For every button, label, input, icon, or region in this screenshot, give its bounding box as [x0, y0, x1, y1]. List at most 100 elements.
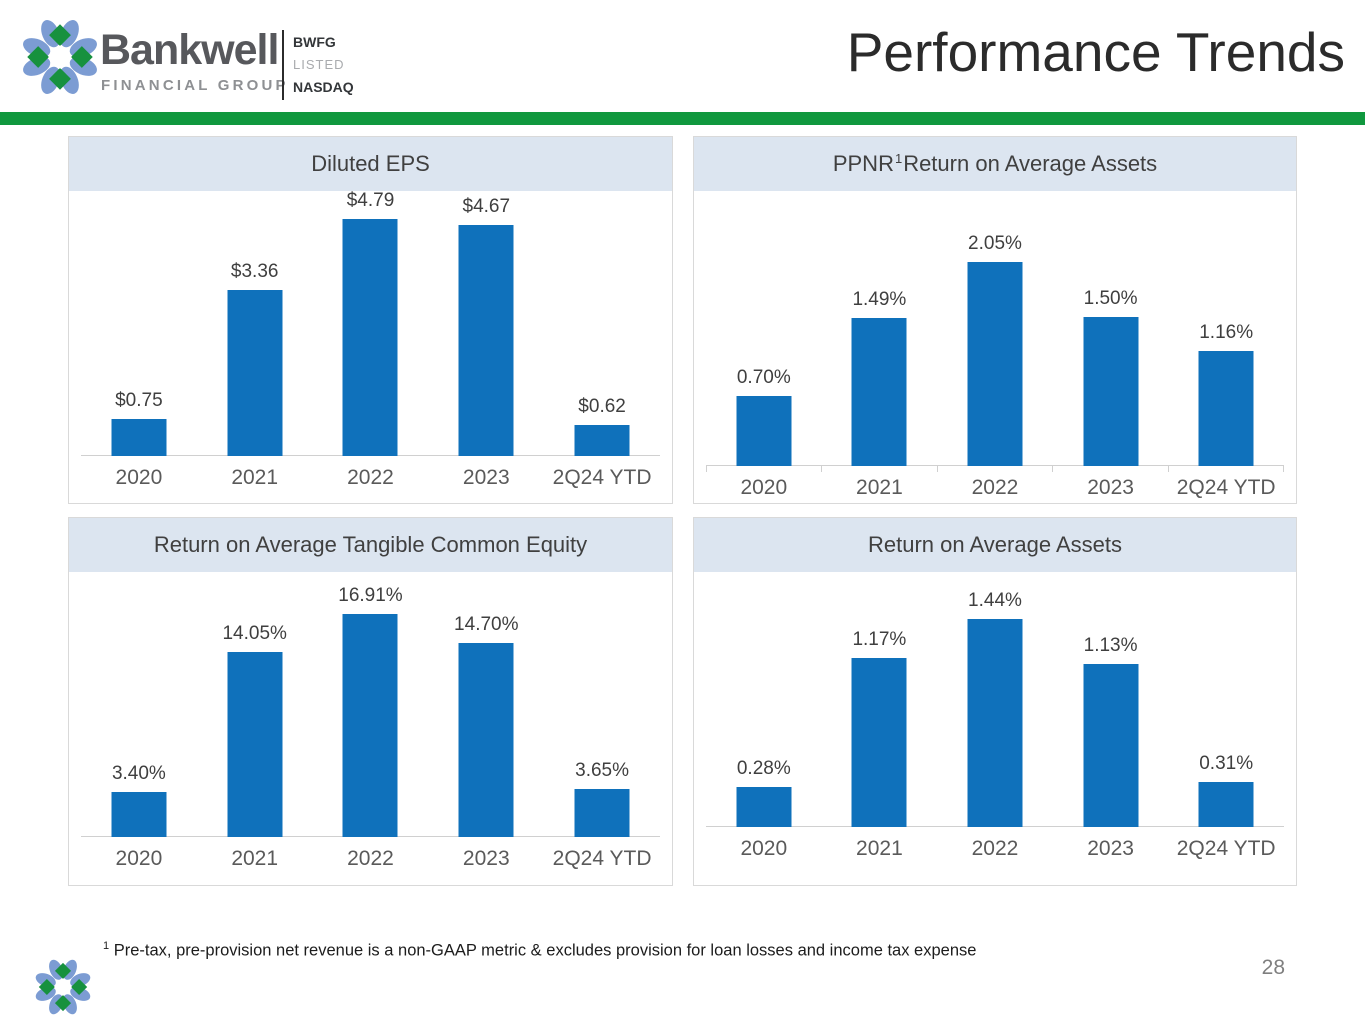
bar — [342, 219, 398, 456]
bars-container: 3.40% 2020 14.05% 2021 16.91% 2022 14.70% 2023 3… — [81, 572, 660, 885]
value-label: 3.65% — [575, 760, 630, 781]
bar-column: 16.91% 2022 — [313, 572, 429, 885]
ticker-block: BWFG LISTED NASDAQ — [293, 34, 354, 95]
x-axis-label: 2021 — [231, 847, 279, 870]
bar-column: 2.05% 2022 — [937, 191, 1053, 503]
x-axis-label: 2Q24 YTD — [1176, 476, 1276, 499]
value-label: $4.67 — [462, 196, 511, 217]
bar — [458, 225, 514, 456]
bar — [342, 614, 398, 837]
bar — [227, 652, 283, 837]
value-label: $0.62 — [578, 396, 626, 417]
value-label: 2.05% — [968, 233, 1022, 254]
bars-container: 0.70% 2020 1.49% 2021 2.05% 2022 1.50% 2023 1.16… — [706, 191, 1284, 503]
chart-panel-ppnr-roaa: PPNR1Return on Average Assets 0.70% 2020 1… — [693, 136, 1297, 504]
chart-plot-area: 3.40% 2020 14.05% 2021 16.91% 2022 14.70% 2023 3… — [69, 572, 672, 885]
bar-column: 0.28% 2020 — [706, 572, 822, 885]
chart-title: PPNR1Return on Average Assets — [832, 150, 1158, 176]
bar-column: 0.70% 2020 — [706, 191, 822, 503]
green-accent-bar — [0, 112, 1365, 125]
bar-column: $4.67 2023 — [428, 191, 544, 503]
page-number: 28 — [1261, 956, 1285, 979]
x-axis-label: 2023 — [1087, 476, 1134, 499]
x-axis-label: 2023 — [462, 466, 510, 489]
bars-container: 0.28% 2020 1.17% 2021 1.44% 2022 1.13% 2023 0.31… — [706, 572, 1284, 885]
bar-column: 3.65% 2Q24 YTD — [544, 572, 660, 885]
bar — [851, 318, 907, 466]
value-label: 3.40% — [111, 763, 166, 784]
footer-emblem-icon — [33, 957, 93, 1017]
bar-column: 1.17% 2021 — [822, 572, 938, 885]
value-label: $3.36 — [230, 261, 279, 282]
value-label: 0.28% — [736, 758, 791, 779]
chart-header: Return on Average Assets — [694, 518, 1296, 572]
value-label: 14.70% — [454, 614, 519, 635]
x-axis-label: 2022 — [347, 847, 394, 870]
bar — [1083, 317, 1139, 466]
value-label: 16.91% — [338, 585, 403, 606]
bar-column: 14.70% 2023 — [428, 572, 544, 885]
bar — [574, 425, 630, 456]
x-axis-label: 2023 — [462, 847, 510, 870]
logo-divider — [282, 30, 284, 100]
chart-header: Return on Average Tangible Common Equity — [69, 518, 672, 572]
bars-container: $0.75 2020 $3.36 2021 $4.79 2022 $4.67 2023 $0.6… — [81, 190, 660, 503]
x-axis-label: 2022 — [971, 837, 1019, 860]
x-axis-label: 2023 — [1087, 837, 1134, 860]
x-axis-label: 2022 — [971, 476, 1019, 499]
x-axis-label: 2020 — [115, 847, 163, 870]
chart-title: Return on Average Tangible Common Equity — [153, 532, 588, 557]
value-label: 1.49% — [852, 289, 907, 310]
page-title: Performance Trends — [846, 21, 1345, 83]
footnote: 1 Pre-tax, pre-provision net revenue is … — [103, 940, 976, 961]
bar — [227, 290, 283, 456]
chart-plot-area: $0.75 2020 $3.36 2021 $4.79 2022 $4.67 2023 $0.6… — [69, 190, 672, 503]
ticker-listed-label: LISTED — [293, 57, 345, 72]
bar — [458, 643, 514, 837]
x-axis-label: 2021 — [856, 476, 903, 499]
value-label: 1.13% — [1083, 635, 1138, 656]
bar — [574, 789, 630, 837]
value-label: 0.31% — [1199, 753, 1254, 774]
chart-header: Diluted EPS — [69, 137, 672, 191]
bar-column: $3.36 2021 — [197, 191, 313, 503]
bar — [111, 419, 167, 456]
bar — [736, 787, 792, 827]
x-axis-label: 2020 — [740, 837, 788, 860]
bar-column: 1.16% 2Q24 YTD — [1168, 191, 1284, 503]
bar-column: 1.49% 2021 — [822, 191, 938, 503]
bar-column: 1.13% 2023 — [1053, 572, 1169, 885]
chart-header: PPNR1Return on Average Assets — [694, 137, 1296, 191]
x-axis-label: 2Q24 YTD — [552, 466, 652, 489]
bar-column: $4.79 2022 — [313, 190, 429, 503]
bar — [111, 792, 167, 837]
value-label: $0.75 — [115, 390, 163, 411]
x-axis-label: 2021 — [856, 837, 903, 860]
bar — [1198, 351, 1254, 466]
value-label: $4.79 — [346, 190, 395, 211]
bar — [1083, 664, 1139, 827]
value-label: 1.44% — [968, 590, 1022, 611]
bar-column: 3.40% 2020 — [81, 572, 197, 885]
bar-column: 1.44% 2022 — [937, 572, 1053, 885]
bar — [967, 262, 1023, 466]
x-axis-label: 2020 — [740, 476, 788, 499]
footnote-superscript: 1 — [103, 940, 110, 952]
x-axis-label: 2020 — [115, 466, 163, 489]
x-axis-label: 2022 — [347, 466, 394, 489]
bar — [736, 396, 792, 466]
logo-subtitle: FINANCIAL GROUP — [101, 77, 289, 94]
bar-column: 1.50% 2023 — [1053, 191, 1169, 503]
bar — [1198, 782, 1254, 827]
chart-panel-rotce: Return on Average Tangible Common Equity… — [68, 517, 673, 886]
bar-column: 14.05% 2021 — [197, 572, 313, 885]
bar-column: 0.31% 2Q24 YTD — [1168, 572, 1284, 885]
chart-plot-area: 0.28% 2020 1.17% 2021 1.44% 2022 1.13% 2023 0.31… — [694, 572, 1296, 885]
chart-panel-roaa: Return on Average Assets 0.28% 2020 1.17% 2… — [693, 517, 1297, 886]
logo-wordmark: Bankwell — [100, 26, 279, 74]
x-axis-label: 2021 — [231, 466, 279, 489]
bar — [851, 658, 907, 827]
chart-plot-area: 0.70% 2020 1.49% 2021 2.05% 2022 1.50% 2023 1.16… — [694, 191, 1296, 503]
bar-column: $0.62 2Q24 YTD — [544, 191, 660, 503]
